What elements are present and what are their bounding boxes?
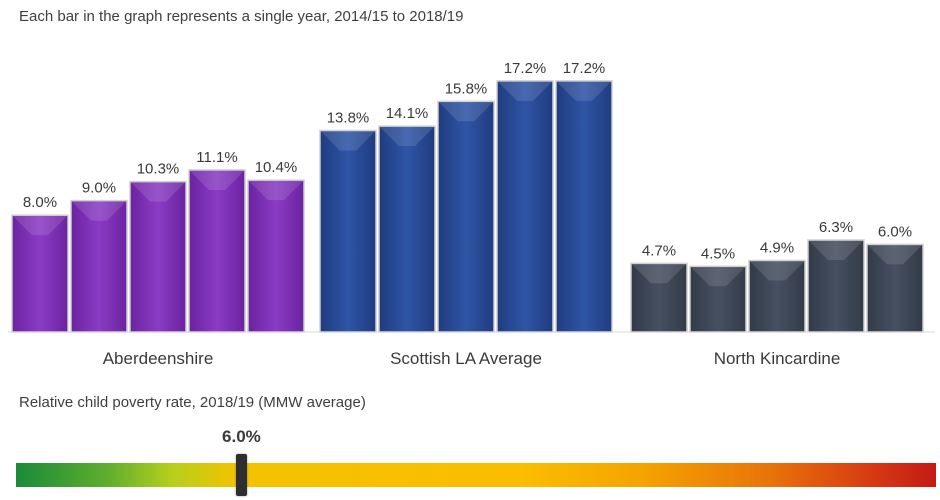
chart-caption: Each bar in the graph represents a singl… [19,8,464,25]
bar-2-3 [807,239,865,333]
bar-1-4 [555,80,613,333]
bar-1-2 [437,100,495,333]
bar-value-label-0-0: 8.0% [23,194,57,211]
bar-2-2 [748,259,806,333]
bar-1-3 [496,80,554,333]
bar-bevel-1-0 [320,130,376,151]
bar-chart: 8.0% 9.0% 10.3% 11.1% 10.4% Aberdeenshire 13.8… [8,60,935,368]
bar-0-0 [11,214,69,333]
bar-bevel-0-4 [248,180,304,201]
bar-0-2 [129,180,187,333]
bar-value-label-0-2: 10.3% [137,161,180,178]
bar-value-label-2-3: 6.3% [819,219,853,236]
bar-value-label-1-0: 13.8% [327,110,370,127]
bar-value-label-1-1: 14.1% [386,105,429,122]
scale-caption: Relative child poverty rate, 2018/19 (MM… [19,394,366,411]
scale-value-label: 6.0% [222,427,261,446]
bar-bevel-1-3 [497,80,553,101]
bar-0-3 [188,169,246,333]
bar-bevel-1-2 [438,101,494,122]
bar-bevel-0-1 [71,200,127,221]
bar-bevel-2-0 [631,263,687,284]
bar-value-label-1-4: 17.2% [563,60,606,77]
bar-value-label-1-2: 15.8% [445,80,488,97]
bar-bevel-2-4 [867,244,923,265]
bar-value-label-2-4: 6.0% [878,223,912,240]
category-label-0: Aberdeenshire [103,349,214,368]
bar-1-1 [378,125,436,333]
bar-value-label-0-4: 10.4% [255,159,298,176]
bar-value-label-2-0: 4.7% [642,242,676,259]
bar-bevel-1-1 [379,126,435,147]
category-label-2: North Kincardine [714,349,841,368]
bar-bevel-2-2 [749,260,805,281]
bar-value-label-1-3: 17.2% [504,60,547,77]
bar-bevel-2-1 [690,266,746,287]
bar-bevel-2-3 [808,240,864,261]
poverty-scale-bar [16,463,936,487]
bar-bevel-0-0 [12,215,68,236]
bar-value-label-2-2: 4.9% [760,239,794,256]
bar-bevel-1-4 [556,80,612,101]
bar-bevel-0-2 [130,181,186,202]
bar-value-label-0-3: 11.1% [196,149,237,166]
bar-value-label-2-1: 4.5% [701,245,735,262]
bar-1-0 [319,129,377,333]
bar-bevel-0-3 [189,169,245,190]
bar-value-label-0-1: 9.0% [82,180,116,197]
bar-2-1 [689,265,747,333]
bar-0-4 [247,179,305,333]
scale-marker [235,454,247,496]
category-label-1: Scottish LA Average [390,349,542,368]
